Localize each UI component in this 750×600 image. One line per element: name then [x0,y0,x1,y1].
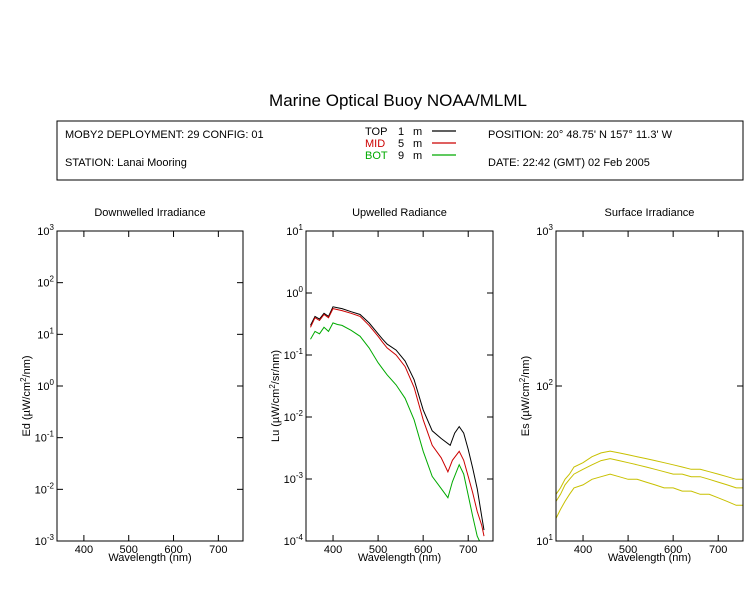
y-tick-label: 101 [37,326,54,341]
chart-panel-2: Upwelled Radiance 400 500 600 700 10-4 10-3 10-… [268,207,494,564]
series-line [556,450,743,495]
plot-frame [56,230,244,542]
y-tick-label: 103 [536,223,553,238]
x-tick-label: 700 [709,544,727,556]
station-text: STATION: Lanai Mooring [65,157,187,169]
y-tick-label: 102 [536,378,553,393]
legend-name: MID [365,138,385,150]
y-tick-label: 10-1 [35,430,55,445]
info-box: MOBY2 DEPLOYMENT: 29 CONFIG: 01 STATION:… [56,120,744,181]
y-tick-label: 10-3 [284,471,304,486]
x-tick-label: 600 [664,544,682,556]
legend-unit: m [413,150,422,162]
legend-item-top: TOP 1 m [365,126,456,138]
y-tick-label: 103 [37,223,54,238]
x-tick-label: 400 [324,544,342,556]
legend-item-bot: BOT 9 m [365,150,456,162]
x-axis-label: Wavelength (nm) [108,552,191,564]
y-tick-label: 101 [286,223,303,238]
y-tick-label: 10-2 [284,409,304,424]
y-tick-label: 102 [37,275,54,290]
legend-unit: m [413,138,422,150]
series-line [556,458,743,502]
x-tick-label: 400 [574,544,592,556]
chart-panel-3: Surface Irradiance 400 500 600 700 101 102 103 W… [518,207,744,564]
y-tick-label: 10-2 [35,481,55,496]
y-tick-label: 10-4 [284,533,304,548]
legend-item-mid: MID 5 m [365,138,456,150]
legend-unit: m [413,126,422,138]
depth-legend: TOP 1 m MID 5 m BOT 9 m [365,126,456,162]
x-tick-label: 500 [120,544,138,556]
info-box-frame [56,120,744,181]
x-tick-label: 700 [209,544,227,556]
x-axis-label: Wavelength (nm) [608,552,691,564]
y-axis-label: Ed (µW/cm2/nm) [19,355,33,436]
series-line [310,322,480,541]
panel-title: Upwelled Radiance [352,207,447,219]
legend-depth: 5 [398,138,404,150]
x-tick-label: 400 [75,544,93,556]
legend-name: TOP [365,126,387,138]
legend-depth: 1 [398,126,404,138]
position-text: POSITION: 20° 48.75' N 157° 11.3' W [488,129,673,141]
y-axis-label: Es (µW/cm2/nm) [518,356,532,436]
y-tick-label: 10-1 [284,347,304,362]
panel-title: Surface Irradiance [605,207,695,219]
x-axis-label: Wavelength (nm) [358,552,441,564]
figure-title: Marine Optical Buoy NOAA/MLML [269,91,527,110]
x-tick-label: 500 [369,544,387,556]
x-tick-label: 700 [459,544,477,556]
legend-name: BOT [365,150,388,162]
x-tick-label: 600 [414,544,432,556]
deployment-text: MOBY2 DEPLOYMENT: 29 CONFIG: 01 [65,129,264,141]
plot-frame [305,230,494,542]
x-tick-label: 500 [619,544,637,556]
legend-depth: 9 [398,150,404,162]
series-line [310,308,485,537]
panel-title: Downwelled Irradiance [94,207,205,219]
plot-frame [555,230,744,542]
x-tick-label: 600 [164,544,182,556]
series-line [310,306,485,531]
y-tick-label: 100 [286,285,303,300]
y-tick-label: 10-3 [35,533,55,548]
series-line [556,473,743,519]
y-tick-label: 101 [536,533,553,548]
chart-panels: Downwelled Irradiance 400 500 600 700 10-3 10-… [19,207,744,564]
y-tick-label: 100 [37,378,54,393]
date-text: DATE: 22:42 (GMT) 02 Feb 2005 [488,157,650,169]
y-axis-label: Lu (µW/cm2/sr/nm) [268,350,282,442]
chart-panel-1: Downwelled Irradiance 400 500 600 700 10-3 10-… [19,207,244,564]
